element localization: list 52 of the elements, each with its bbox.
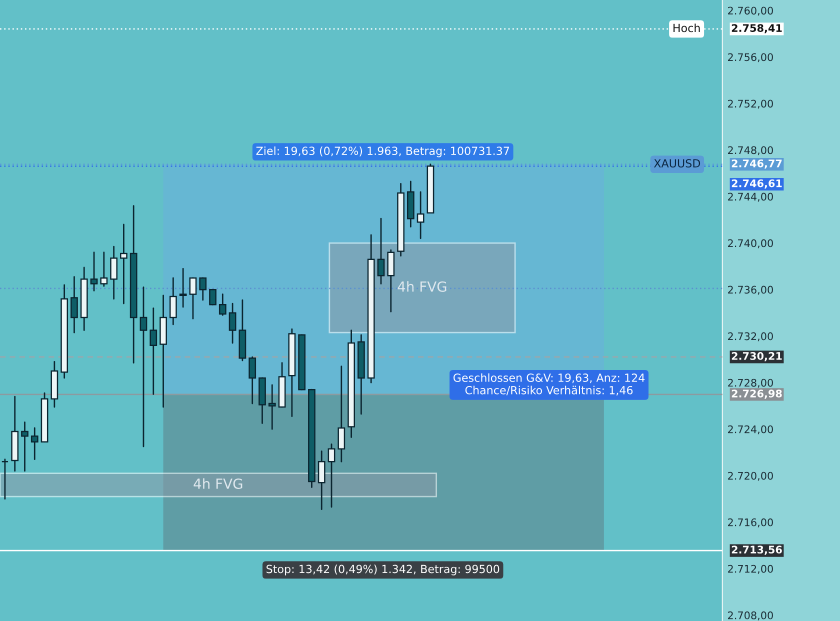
candlestick	[169, 277, 177, 326]
y-tick-label: 2.732,00	[728, 332, 773, 342]
candlestick	[328, 444, 336, 508]
y-tick-label: 2.712,00	[728, 564, 773, 574]
y-tick-label: 2.716,00	[728, 518, 773, 528]
y-tick-label: 2.724,00	[728, 425, 773, 434]
ref-line-label: 2.746,77	[732, 159, 782, 169]
y-tick-label: 2.744,00	[728, 192, 773, 202]
candlestick	[416, 191, 424, 240]
candlestick	[189, 277, 197, 320]
band-label: 4h FVG	[194, 478, 242, 489]
candlestick	[120, 224, 128, 304]
candlestick	[209, 288, 216, 306]
y-tick-label: 2.752,00	[728, 100, 773, 109]
y-tick-label: 2.756,00	[728, 53, 773, 62]
candlestick	[199, 277, 207, 301]
candlestick	[21, 421, 28, 472]
candlestick	[110, 246, 118, 300]
y-tick-label: 2.740,00	[728, 239, 773, 248]
annotation: Geschlossen G&V: 19,63, Anz: 124 Chance/Risiko Verhältnis: 1,46	[453, 373, 645, 396]
y-tick-label: 2.736,00	[728, 286, 773, 295]
candlestick	[228, 302, 236, 344]
candlestick	[318, 450, 326, 510]
annotation: Ziel: 19,63 (0,72%) 1.963, Betrag: 100731.37	[256, 146, 510, 158]
candlestick	[338, 366, 346, 462]
annotation: Stop: 13,42 (0,49%) 1.342, Betrag: 99500	[266, 564, 500, 576]
annotation: Hoch	[674, 24, 700, 32]
candlestick	[140, 286, 148, 448]
y-tick-label: 2.720,00	[728, 472, 773, 481]
candlestick	[70, 276, 78, 334]
candlestick	[90, 252, 98, 292]
band-label: 4h FVG	[398, 281, 446, 292]
ref-line-label: 2.758,41	[732, 24, 782, 34]
candlestick	[30, 427, 38, 460]
candlestick	[1, 458, 9, 500]
y-tick-label: 2.728,00	[728, 378, 773, 388]
y-tick-label: 2.708,00	[728, 611, 773, 620]
y-tick-label: 2.760,00	[728, 6, 773, 16]
candlestick	[377, 218, 385, 284]
y-tick-label: 2.748,00	[728, 146, 773, 156]
ref-line-label: 2.746,61	[732, 179, 782, 189]
ref-line-label: 2.713,56	[732, 546, 782, 555]
candlestick	[218, 294, 226, 316]
annotation: XAUUSD	[654, 159, 700, 168]
candlestick	[100, 252, 108, 287]
ref-line-label: 2.730,21	[732, 352, 782, 362]
ref-line-label: 2.726,98	[732, 390, 782, 399]
candlestick	[179, 268, 187, 308]
candlestick	[387, 249, 395, 312]
candlestick	[268, 384, 276, 430]
candlestick	[150, 307, 158, 395]
candlestick	[248, 356, 256, 404]
